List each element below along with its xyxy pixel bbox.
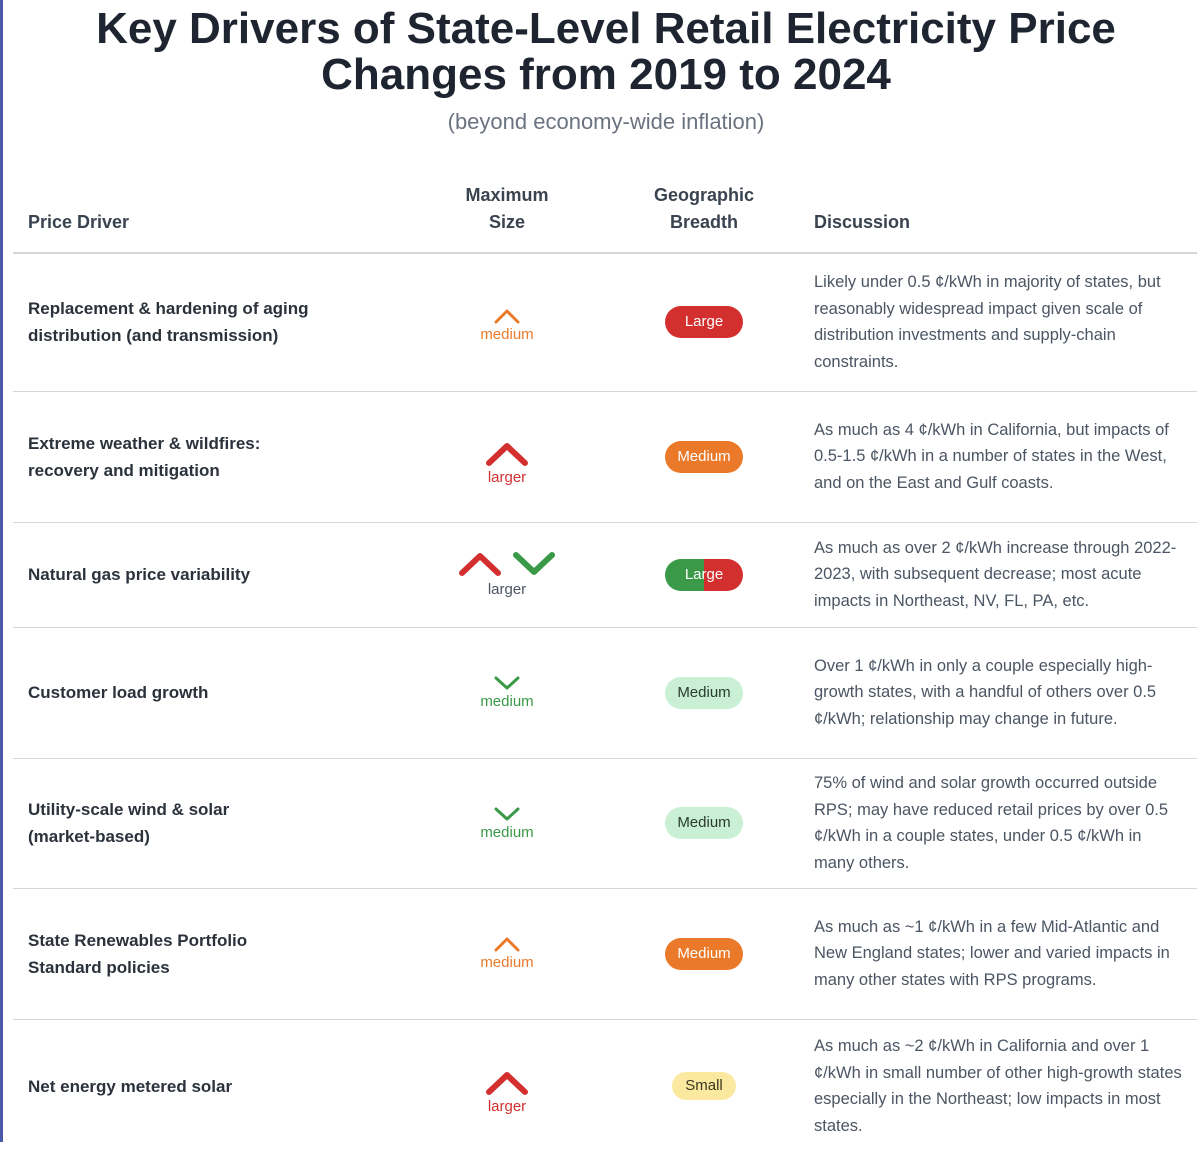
header-geographic-breadth: Geographic Breadth	[606, 160, 802, 254]
driver-line-1: Customer load growth	[28, 683, 209, 702]
discussion-cell: Likely under 0.5 ¢/kWh in majority of st…	[802, 253, 1197, 392]
driver-line-1: Net energy metered solar	[28, 1076, 233, 1096]
driver-line-1: Replacement & hardening of aging	[28, 299, 309, 319]
chevron-up-icon	[486, 1071, 528, 1095]
discussion-cell: 75% of wind and solar growth occurred ou…	[802, 758, 1197, 889]
chevron-down-icon	[494, 676, 520, 690]
breadth-cell: Large	[606, 253, 802, 392]
breadth-cell: Medium	[606, 627, 802, 759]
table-header-row: Price Driver Maximum Size Geographic Bre…	[13, 160, 1197, 254]
header-breadth-line-2: Breadth	[669, 212, 738, 232]
driver-cell: Utility-scale wind & solar (market-based…	[13, 758, 408, 889]
header-size-line-2: Size	[488, 212, 526, 232]
driver-line-1: State Renewables Portfolio	[28, 930, 248, 950]
size-cell: larger	[408, 522, 606, 628]
driver-line-2: (market-based)	[28, 827, 150, 846]
table-row: Natural gas price variability larger	[13, 522, 1197, 628]
discussion-cell: Over 1 ¢/kWh in only a couple especially…	[802, 627, 1197, 759]
title-line-2: Changes from 2019 to 2024	[321, 50, 891, 99]
size-cell: medium	[408, 888, 606, 1020]
discussion-cell: As much as 4 ¢/kWh in California, but im…	[802, 391, 1197, 523]
discussion-cell: As much as ~2 ¢/kWh in California and ov…	[814, 1037, 1182, 1135]
driver-line-1: Extreme weather & wildfires:	[28, 433, 261, 453]
header-size-line-1: Maximum	[465, 185, 549, 205]
table-row: Extreme weather & wildfires: recovery an…	[13, 391, 1197, 523]
driver-line-1: Natural gas price variability	[28, 565, 251, 584]
drivers-table: Price Driver Maximum Size Geographic Bre…	[13, 160, 1197, 1153]
chevron-down-icon	[513, 552, 555, 575]
size-label: larger	[487, 581, 527, 598]
size-label: larger	[487, 469, 527, 486]
breadth-badge: Medium	[665, 937, 743, 970]
chevron-down-icon	[494, 807, 520, 820]
size-cell: larger	[408, 391, 606, 523]
left-edge-rule	[0, 0, 3, 1142]
driver-cell: State Renewables Portfolio Standard poli…	[13, 888, 408, 1020]
discussion-cell: As much as over 2 ¢/kWh increase through…	[802, 522, 1197, 628]
header-price-driver: Price Driver	[13, 160, 408, 254]
breadth-badge: Medium	[665, 676, 743, 709]
driver-cell: Net energy metered solar	[13, 1019, 408, 1153]
header-discussion: Discussion	[802, 160, 1197, 254]
size-label: larger	[487, 1097, 527, 1115]
breadth-badge: Medium	[665, 440, 743, 473]
breadth-badge: Large	[665, 558, 743, 591]
size-cell: medium	[408, 253, 606, 392]
driver-cell: Customer load growth	[13, 627, 408, 759]
size-label: medium	[480, 693, 534, 710]
size-cell: medium	[408, 627, 606, 759]
size-cell: larger	[408, 1019, 606, 1153]
driver-line-2: Standard policies	[28, 957, 170, 977]
breadth-cell: Medium	[606, 758, 802, 889]
size-label: medium	[480, 823, 534, 841]
chevron-up-icon	[494, 309, 520, 324]
chevron-up-icon	[494, 937, 520, 952]
driver-cell: Replacement & hardening of aging distrib…	[13, 253, 408, 392]
breadth-cell: Small	[606, 1019, 802, 1153]
title-line-1: Key Drivers of State-Level Retail Electr…	[96, 4, 1116, 53]
page-subtitle: (beyond economy-wide inflation)	[447, 109, 765, 134]
table-row: State Renewables Portfolio Standard poli…	[13, 888, 1197, 1020]
breadth-badge: Large	[665, 306, 743, 339]
chevron-up-icon	[486, 443, 528, 466]
breadth-cell: Medium	[606, 391, 802, 523]
discussion-cell: As much as ~1 ¢/kWh in a few Mid-Atlanti…	[802, 888, 1197, 1020]
breadth-badge: Medium	[665, 807, 743, 839]
breadth-cell: Medium	[606, 888, 802, 1020]
table-row: Utility-scale wind & solar (market-based…	[13, 758, 1197, 889]
driver-line-2: recovery and mitigation	[28, 460, 220, 480]
table-row: Replacement & hardening of aging distrib…	[13, 253, 1197, 392]
size-label: medium	[480, 325, 534, 343]
breadth-badge: Small	[672, 1072, 736, 1101]
driver-cell: Extreme weather & wildfires: recovery an…	[13, 391, 408, 523]
table-row: Customer load growth medium Medium Over …	[13, 627, 1197, 759]
driver-line-1: Utility-scale wind & solar	[28, 800, 230, 819]
header-maximum-size: Maximum Size	[408, 160, 606, 254]
breadth-cell: Large	[606, 522, 802, 628]
header-breadth-line-1: Geographic	[653, 185, 755, 205]
driver-line-2: distribution (and transmission)	[28, 326, 279, 346]
driver-cell: Natural gas price variability	[13, 522, 408, 628]
size-cell: medium	[408, 758, 606, 889]
page-title: Key Drivers of State-Level Retail Electr…	[0, 6, 1200, 98]
table-row: Net energy metered solar larger Small As…	[13, 1019, 1197, 1153]
chevron-up-icon	[459, 553, 501, 576]
size-label: medium	[480, 954, 534, 971]
